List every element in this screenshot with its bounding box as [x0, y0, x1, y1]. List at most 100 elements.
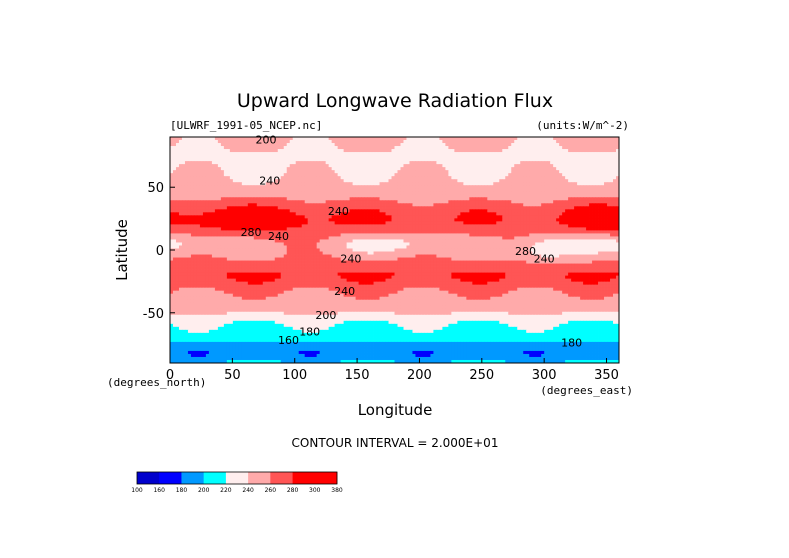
heatmap-cell [520, 224, 524, 228]
heatmap-cell [457, 167, 461, 171]
heatmap-cell [442, 206, 446, 210]
heatmap-cell [454, 233, 458, 237]
heatmap-cell [232, 218, 237, 222]
heatmap-cell [574, 155, 578, 159]
heatmap-cell [181, 194, 186, 198]
heatmap-cell [571, 203, 575, 207]
heatmap-cell [196, 143, 201, 147]
heatmap-cell [607, 188, 611, 192]
heatmap-cell [313, 149, 318, 153]
heatmap-cell [325, 143, 330, 147]
heatmap-cell [538, 224, 542, 228]
heatmap-cell [220, 236, 225, 240]
heatmap-cell [340, 164, 345, 168]
heatmap-cell [484, 164, 488, 168]
heatmap-cell [328, 170, 333, 174]
heatmap-cell [337, 224, 342, 228]
heatmap-cell [325, 197, 330, 201]
heatmap-cell [556, 221, 560, 225]
heatmap-cell [235, 215, 240, 219]
heatmap-cell [586, 206, 590, 210]
heatmap-cell [436, 206, 440, 210]
heatmap-cell [400, 233, 404, 237]
heatmap-cell [484, 167, 488, 171]
heatmap-cell [352, 233, 356, 237]
heatmap-cell [511, 218, 515, 222]
heatmap-cell [580, 206, 584, 210]
heatmap-cell [571, 206, 575, 210]
heatmap-cell [541, 188, 545, 192]
heatmap-cell [271, 170, 276, 174]
heatmap-cell [535, 191, 539, 195]
heatmap-cell [214, 194, 219, 198]
heatmap-cell [325, 140, 330, 144]
heatmap-cell [499, 188, 503, 192]
heatmap-cell [217, 203, 222, 207]
heatmap-cell [373, 191, 377, 195]
heatmap-cell [478, 158, 482, 162]
heatmap-cell [409, 173, 413, 177]
heatmap-cell [340, 215, 345, 219]
heatmap-cell [322, 152, 327, 156]
heatmap-cell [469, 173, 473, 177]
heatmap-cell [478, 194, 482, 198]
heatmap-cell [238, 167, 243, 171]
heatmap-cell [283, 137, 288, 141]
heatmap-cell [613, 167, 617, 171]
heatmap-cell [295, 146, 300, 150]
heatmap-cell [220, 194, 225, 198]
heatmap-cell [172, 200, 177, 204]
heatmap-cell [394, 209, 398, 213]
heatmap-cell [514, 140, 518, 144]
heatmap-cell [520, 227, 524, 231]
heatmap-cell [358, 185, 362, 189]
heatmap-cell [424, 215, 428, 219]
heatmap-cell [208, 170, 213, 174]
heatmap-cell [538, 212, 542, 216]
heatmap-cell [328, 140, 333, 144]
heatmap-cell [244, 137, 249, 141]
heatmap-cell [526, 179, 530, 183]
heatmap-cell [286, 176, 291, 180]
heatmap-cell [202, 227, 207, 231]
heatmap-cell [322, 164, 327, 168]
heatmap-cell [256, 176, 261, 180]
heatmap-cell [478, 233, 482, 237]
heatmap-cell [385, 188, 389, 192]
heatmap-cell [439, 188, 443, 192]
heatmap-cell [469, 185, 473, 189]
heatmap-cell [331, 212, 336, 216]
heatmap-cell [418, 224, 422, 228]
heatmap-cell [607, 209, 611, 213]
heatmap-cell [583, 218, 587, 222]
heatmap-cell [262, 149, 267, 153]
heatmap-cell [493, 233, 497, 237]
heatmap-cell [313, 224, 318, 228]
heatmap-cell [544, 176, 548, 180]
heatmap-cell [382, 227, 386, 231]
heatmap-cell [544, 164, 548, 168]
heatmap-cell [502, 221, 506, 225]
heatmap-cell [547, 137, 551, 141]
heatmap-cell [499, 212, 503, 216]
heatmap-cell [439, 158, 443, 162]
heatmap-cell [496, 173, 500, 177]
heatmap-cell [301, 140, 306, 144]
heatmap-cell [295, 149, 300, 153]
heatmap-cell [487, 224, 491, 228]
heatmap-cell [289, 182, 294, 186]
heatmap-cell [601, 140, 605, 144]
heatmap-cell [283, 233, 288, 237]
heatmap-cell [232, 164, 237, 168]
heatmap-cell [463, 161, 467, 165]
heatmap-cell [523, 185, 527, 189]
heatmap-cell [532, 140, 536, 144]
heatmap-cell [286, 221, 291, 225]
heatmap-cell [562, 197, 566, 201]
heatmap-cell [271, 233, 276, 237]
heatmap-cell [208, 227, 213, 231]
heatmap-cell [433, 227, 437, 231]
heatmap-cell [466, 164, 470, 168]
heatmap-cell [556, 152, 560, 156]
heatmap-cell [499, 167, 503, 171]
